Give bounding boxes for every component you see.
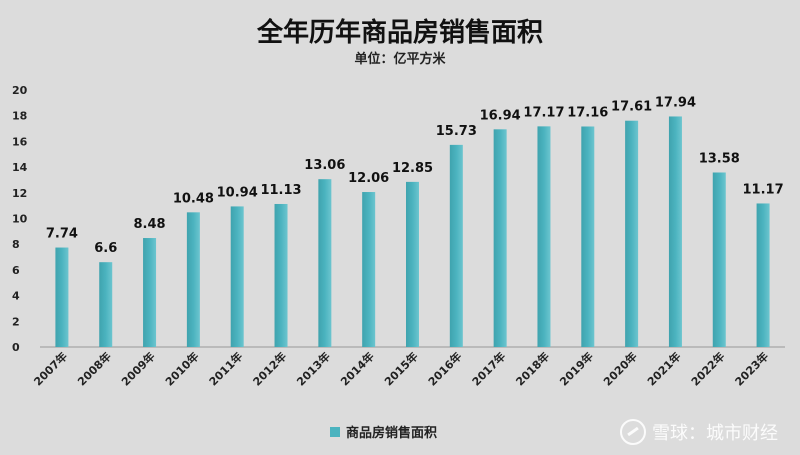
y-tick-label: 14 [12, 161, 28, 174]
x-tick-label: 2018年 [513, 349, 552, 388]
bar [537, 126, 551, 347]
chart-subtitle: 单位：亿平方米 [354, 52, 446, 67]
y-tick-label: 20 [12, 84, 28, 97]
data-label: 17.16 [567, 105, 608, 120]
bar [318, 179, 332, 347]
bar [362, 192, 376, 347]
bar [449, 144, 463, 347]
x-tick-label: 2012年 [250, 349, 289, 388]
x-tick-label: 2022年 [688, 349, 727, 388]
data-label: 10.94 [217, 185, 258, 200]
bar [581, 126, 595, 347]
y-tick-label: 10 [12, 213, 28, 226]
legend: 商品房销售面积 [330, 422, 437, 441]
y-tick-label: 18 [12, 110, 27, 123]
x-tick-label: 2016年 [425, 349, 464, 388]
x-tick-label: 2020年 [600, 349, 639, 388]
x-tick-label: 2008年 [75, 349, 114, 388]
bar [99, 262, 113, 347]
data-label: 11.13 [260, 183, 301, 198]
y-tick-label: 8 [12, 238, 20, 251]
data-label: 11.17 [743, 182, 784, 197]
y-tick-label: 0 [12, 341, 20, 354]
data-label: 16.94 [480, 108, 521, 123]
data-label: 13.58 [699, 151, 740, 166]
data-label: 12.06 [348, 171, 389, 186]
data-label: 17.94 [655, 95, 696, 110]
data-label: 6.6 [94, 241, 117, 256]
x-tick-label: 2010年 [162, 349, 201, 388]
data-label: 17.17 [523, 105, 564, 120]
x-tick-label: 2015年 [381, 349, 420, 388]
x-tick-label: 2009年 [118, 349, 157, 388]
bar [186, 212, 200, 347]
bar [756, 203, 770, 347]
y-tick-label: 6 [12, 264, 20, 277]
y-tick-label: 12 [12, 187, 27, 200]
y-tick-label: 4 [12, 290, 20, 303]
chart-title: 全年历年商品房销售面积 [256, 18, 543, 48]
legend-label: 商品房销售面积 [346, 426, 438, 441]
data-label: 13.06 [304, 158, 345, 173]
bar [274, 203, 288, 347]
data-label: 7.74 [46, 227, 78, 242]
data-label: 17.61 [611, 100, 652, 115]
y-tick-label: 16 [12, 135, 28, 148]
bar [55, 247, 69, 347]
x-tick-label: 2019年 [557, 349, 596, 388]
data-label: 12.85 [392, 161, 433, 176]
x-tick-label: 2017年 [469, 349, 508, 388]
bar [230, 206, 244, 347]
x-tick-label: 2023年 [732, 349, 771, 388]
legend-swatch [330, 426, 340, 437]
x-tick-label: 2007年 [31, 349, 70, 388]
x-tick-label: 2014年 [337, 349, 376, 388]
bar [712, 172, 726, 347]
watermark-text: 雪球：城市财经 [652, 423, 778, 444]
bar [493, 129, 507, 347]
data-label: 10.48 [173, 191, 214, 206]
bar [625, 120, 639, 347]
data-label: 15.73 [436, 124, 477, 139]
y-tick-label: 2 [12, 315, 20, 328]
bar [668, 116, 682, 347]
snowball-logo-icon [620, 419, 646, 445]
data-label: 8.48 [134, 217, 166, 232]
watermark: 雪球：城市财经 [620, 419, 778, 445]
x-tick-label: 2013年 [294, 349, 333, 388]
bar [143, 238, 157, 347]
x-tick-label: 2021年 [644, 349, 683, 388]
bar [406, 181, 419, 347]
x-tick-label: 2011年 [206, 349, 245, 388]
